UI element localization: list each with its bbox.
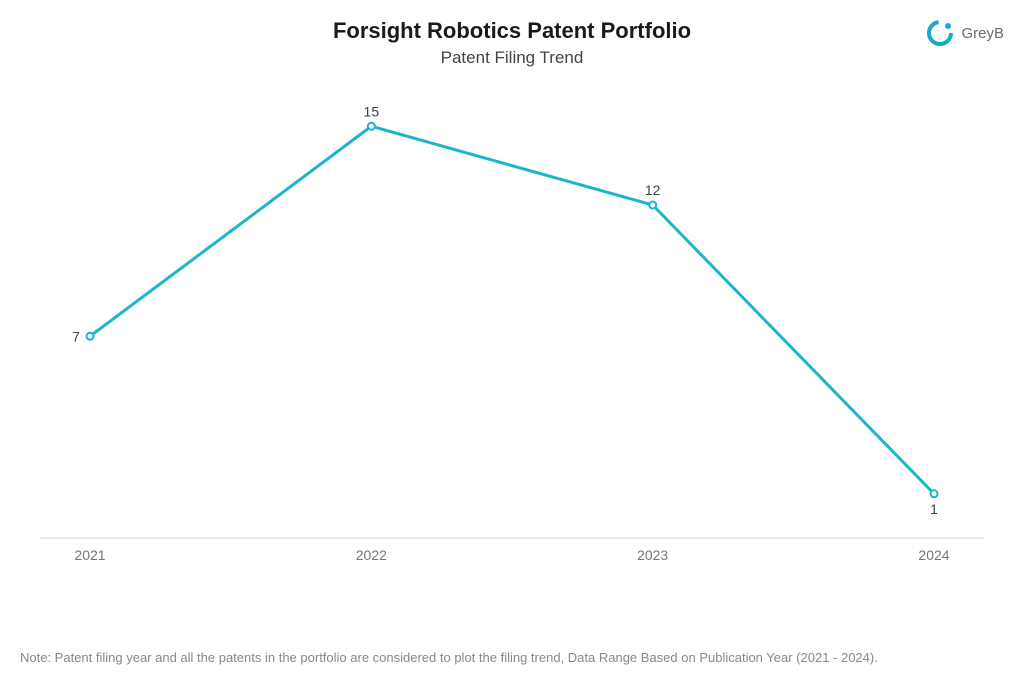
x-axis-label: 2023 — [637, 547, 668, 563]
logo-icon — [925, 18, 955, 48]
data-point — [649, 202, 656, 209]
data-point — [368, 123, 375, 130]
logo-text: GreyB — [961, 25, 1004, 42]
data-value-label: 12 — [645, 182, 661, 198]
chart-footnote: Note: Patent filing year and all the pat… — [20, 650, 878, 665]
brand-logo: GreyB — [925, 18, 1004, 48]
line-chart: 7 2021 15 2022 12 2023 1 2024 — [30, 80, 994, 580]
chart-title: Forsight Robotics Patent Portfolio — [0, 18, 1024, 44]
x-axis-label: 2021 — [74, 547, 105, 563]
x-axis-label: 2022 — [356, 547, 387, 563]
data-value-label: 15 — [364, 103, 380, 119]
data-value-label: 7 — [72, 328, 80, 344]
chart-subtitle: Patent Filing Trend — [0, 48, 1024, 68]
data-point — [87, 333, 94, 340]
x-axis-label: 2024 — [918, 547, 949, 563]
data-value-label: 1 — [930, 501, 938, 517]
data-point — [931, 490, 938, 497]
chart-container: Forsight Robotics Patent Portfolio Paten… — [0, 0, 1024, 683]
